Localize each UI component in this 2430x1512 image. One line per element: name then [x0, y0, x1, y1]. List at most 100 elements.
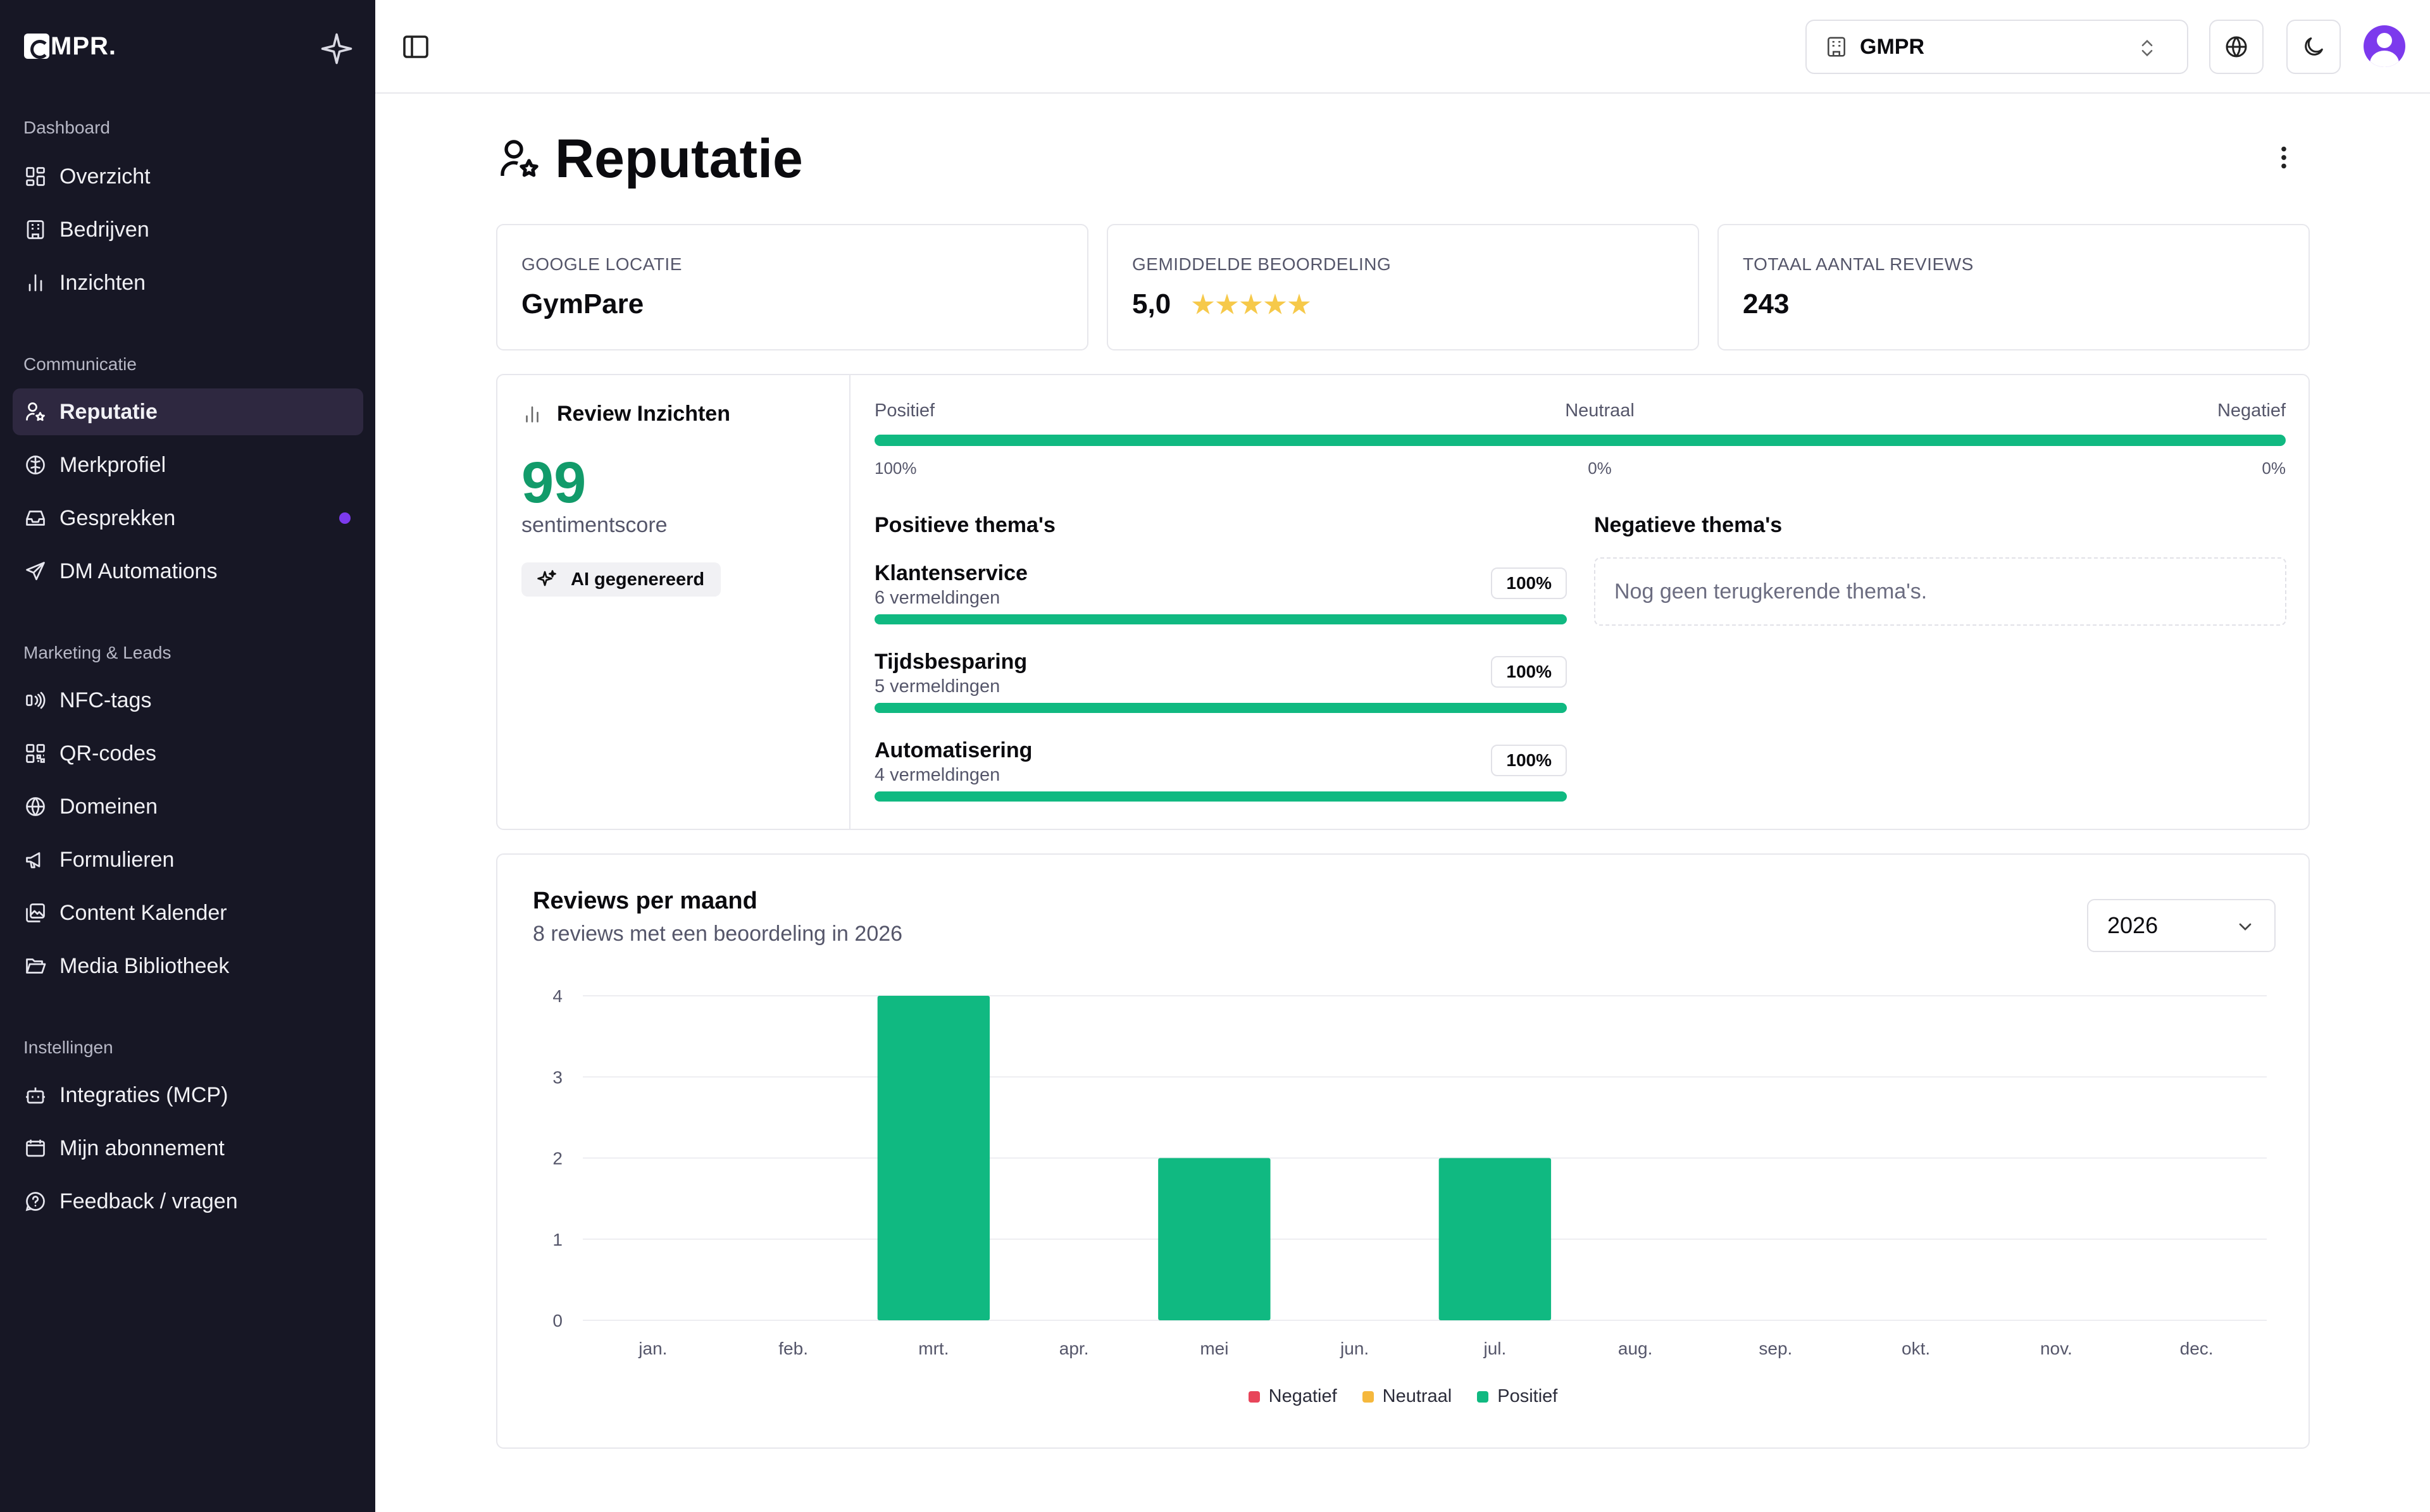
sidebar-item-label: Formulieren — [59, 847, 175, 872]
sidebar-item-mijn-abonnement[interactable]: Mijn abonnement — [13, 1125, 363, 1172]
sidebar-item-overzicht[interactable]: Overzicht — [13, 153, 363, 200]
legend-item-neutraal[interactable]: Neutraal — [1362, 1386, 1452, 1407]
folder-open-icon — [26, 958, 46, 974]
sidebar-item-integraties[interactable]: Integraties (MCP) — [13, 1072, 363, 1119]
theme-count: 5 vermeldingen — [875, 676, 1000, 697]
sentiment-label-neutraal: Neutraal — [1565, 400, 1635, 421]
sentiment-bar — [875, 435, 2286, 446]
building-icon — [1828, 37, 1845, 57]
sidebar-item-inzichten[interactable]: Inzichten — [13, 259, 363, 306]
sidebar-item-domeinen[interactable]: Domeinen — [13, 783, 363, 830]
sidebar-item-label: Inzichten — [59, 270, 146, 295]
x-tick-label: sep. — [1759, 1339, 1792, 1358]
sidebar-item-qr-codes[interactable]: QR-codes — [13, 730, 363, 777]
stat-label: GOOGLE LOCATIE — [521, 254, 682, 274]
legend-label: Negatief — [1268, 1386, 1337, 1406]
chart-legend: Negatief Neutraal Positief — [497, 1386, 2308, 1407]
x-tick-label: dec. — [2180, 1339, 2214, 1358]
user-star-icon — [501, 140, 539, 177]
sidebar-item-content-kalender[interactable]: Content Kalender — [13, 889, 363, 936]
year-select[interactable]: 2026 — [2087, 899, 2276, 952]
x-tick-label: jan. — [638, 1339, 667, 1358]
ai-generated-badge: AI gegenereerd — [521, 562, 721, 597]
theme-bar-fill — [875, 791, 1567, 802]
brain-icon — [26, 455, 45, 474]
x-tick-label: feb. — [778, 1339, 808, 1358]
negative-themes-title: Negatieve thema's — [1594, 513, 1783, 537]
theme-percent-badge: 100% — [1491, 567, 1567, 599]
sidebar-item-label: Content Kalender — [59, 900, 227, 925]
theme-name: Automatisering — [875, 738, 1033, 762]
ai-badge-label: AI gegenereerd — [571, 569, 705, 590]
x-tick-label: mei — [1200, 1339, 1228, 1358]
brand-name: MPR. — [51, 32, 116, 60]
x-tick-label: aug. — [1618, 1339, 1653, 1358]
theme-bar-fill — [875, 703, 1567, 713]
y-tick-label: 3 — [552, 1067, 563, 1087]
stat-card-gemiddelde-beoordeling: GEMIDDELDE BEOORDELING 5,0 — [1107, 224, 1699, 350]
more-vertical-icon[interactable] — [2269, 143, 2298, 172]
theme-name: Klantenservice — [875, 561, 1028, 585]
sentiment-label-positief: Positief — [875, 400, 935, 421]
theme-percent-badge: 100% — [1491, 745, 1567, 776]
sidebar-item-label: DM Automations — [59, 559, 218, 583]
legend-item-negatief[interactable]: Negatief — [1248, 1386, 1337, 1407]
language-button[interactable] — [2209, 20, 2264, 74]
sidebar-item-gesprekken[interactable]: Gesprekken — [13, 495, 363, 542]
x-tick-label: jun. — [1340, 1339, 1369, 1358]
brand-logo[interactable]: MPR. — [24, 32, 116, 61]
sentiment-pct-negatief: 0% — [2262, 459, 2286, 478]
user-avatar[interactable] — [2364, 25, 2405, 67]
sidebar-item-label: Feedback / vragen — [59, 1189, 238, 1213]
star-icon — [1288, 294, 1311, 314]
bar-positief — [1438, 1158, 1552, 1320]
chart-subtitle: 8 reviews met een beoordeling in 2026 — [533, 922, 903, 946]
sidebar-section-dashboard: Dashboard — [23, 118, 110, 137]
insights-summary: Review Inzichten 99 sentimentscore AI ge… — [497, 375, 850, 829]
sidebar-item-nfc-tags[interactable]: NFC-tags — [13, 677, 363, 724]
sidebar-item-label: Merkprofiel — [59, 452, 166, 477]
sidebar-item-dm-automations[interactable]: DM Automations — [13, 548, 363, 595]
sidebar-item-label: Domeinen — [59, 794, 158, 819]
positive-themes-title: Positieve thema's — [875, 513, 1056, 537]
qr-code-icon — [26, 744, 45, 763]
sidebar-item-feedback[interactable]: Feedback / vragen — [13, 1178, 363, 1225]
theme-bar — [875, 791, 1567, 802]
sidebar-item-media-bibliotheek[interactable]: Media Bibliotheek — [13, 943, 363, 989]
sidebar-item-formulieren[interactable]: Formulieren — [13, 836, 363, 883]
org-name: GMPR — [1860, 34, 1924, 59]
negative-themes-empty: Nog geen terugkerende thema's. — [1594, 557, 2286, 626]
y-tick-label: 2 — [552, 1149, 563, 1168]
theme-name: Tijdsbesparing — [875, 650, 1028, 674]
sidebar-item-merkprofiel[interactable]: Merkprofiel — [13, 442, 363, 488]
stat-value: GymPare — [521, 288, 644, 319]
inbox-icon — [26, 511, 45, 526]
theme-count: 4 vermeldingen — [875, 765, 1000, 785]
nfc-icon — [26, 691, 46, 709]
legend-swatch — [1248, 1391, 1260, 1403]
stat-label: GEMIDDELDE BEOORDELING — [1132, 254, 1392, 274]
sparkles-icon — [537, 570, 556, 586]
legend-swatch — [1362, 1391, 1374, 1403]
sidebar-item-bedrijven[interactable]: Bedrijven — [13, 206, 363, 253]
theme-count: 6 vermeldingen — [875, 588, 1000, 608]
sidebar-item-reputatie[interactable]: Reputatie — [13, 388, 363, 435]
sidebar-item-label: Gesprekken — [59, 505, 176, 530]
x-tick-label: apr. — [1059, 1339, 1089, 1358]
bar-chart-icon — [28, 274, 42, 292]
page-title: Reputatie — [497, 124, 803, 194]
sentiment-pct-positief: 100% — [875, 459, 917, 478]
star-icon — [1192, 294, 1214, 314]
review-insights-card: Review Inzichten 99 sentimentscore AI ge… — [496, 374, 2310, 830]
image-calendar-icon — [26, 903, 45, 922]
reviews-chart-card: Reviews per maand 8 reviews met een beoo… — [496, 853, 2310, 1449]
stat-value: 5,0 — [1132, 288, 1171, 319]
chevron-down-icon — [2239, 923, 2252, 931]
user-star-icon — [26, 402, 45, 421]
sparkle-icon[interactable] — [320, 32, 354, 66]
moon-icon — [2305, 37, 2323, 56]
theme-toggle-button[interactable] — [2286, 20, 2341, 74]
org-switcher[interactable]: GMPR — [1805, 20, 2188, 74]
sidebar-toggle-icon[interactable] — [401, 32, 431, 62]
legend-item-positief[interactable]: Positief — [1477, 1386, 1557, 1407]
